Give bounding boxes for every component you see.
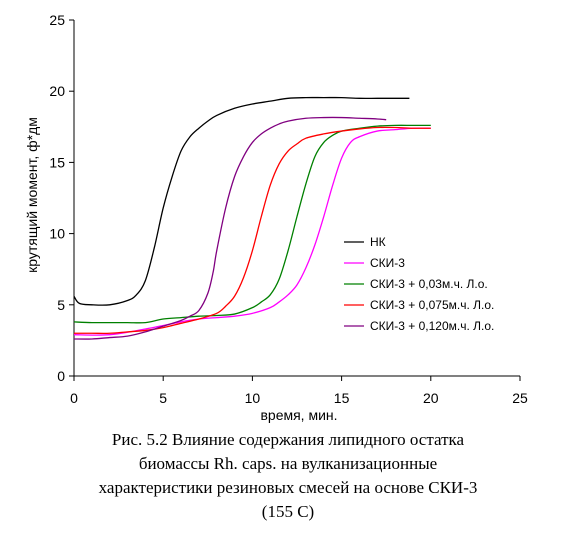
- figure-caption: Рис. 5.2 Влияние содержания липидного ос…: [30, 428, 546, 524]
- y-tick-label: 5: [57, 297, 65, 313]
- x-axis-label: время, мин.: [260, 407, 337, 423]
- legend-label: НК: [370, 235, 386, 249]
- x-tick-label: 25: [512, 390, 528, 406]
- series-line-3: [73, 124, 431, 324]
- chart: 0 5 10 15 20 25 0 5 10 15 20 25 время, мин. крутящ…: [24, 12, 528, 423]
- x-tick-label: 10: [245, 390, 261, 406]
- legend-label: СКИ-3 + 0,120м.ч. Л.о.: [370, 319, 494, 333]
- y-axis-label: крутящий момент, ф*дм: [24, 117, 40, 273]
- x-tick-label: 0: [70, 390, 78, 406]
- caption-line-3: характеристики резиновых смесей на основ…: [98, 478, 478, 497]
- series-line-5: [73, 116, 387, 340]
- x-tick-label: 15: [334, 390, 350, 406]
- y-tick-label: 20: [49, 83, 65, 99]
- x-tick-label: 5: [159, 390, 167, 406]
- y-tick-label: 0: [57, 368, 65, 384]
- y-tick-label: 10: [49, 226, 65, 242]
- series-lines: [73, 96, 431, 340]
- y-axis-ticks: 0 5 10 15 20 25: [49, 12, 74, 384]
- y-tick-label: 15: [49, 154, 65, 170]
- series-line-1: [73, 96, 410, 306]
- caption-line-4: (155 С): [261, 502, 315, 521]
- x-axis-ticks: 0 5 10 15 20 25: [70, 376, 528, 406]
- caption-line-2: биомассы Rh. caps. на вулканизационные: [138, 454, 438, 473]
- legend: НК СКИ-3 СКИ-3 + 0,03м.ч. Л.о. СКИ-3 + 0,07…: [344, 235, 494, 333]
- series-line-4: [74, 126, 431, 335]
- y-tick-label: 25: [49, 12, 65, 28]
- legend-label: СКИ-3 + 0,075м.ч. Л.о.: [370, 298, 494, 312]
- legend-label: СКИ-3: [370, 256, 405, 270]
- x-tick-label: 20: [423, 390, 439, 406]
- legend-label: СКИ-3 + 0,03м.ч. Л.о.: [370, 277, 488, 291]
- caption-line-1: Рис. 5.2 Влияние содержания липидного ос…: [111, 430, 465, 449]
